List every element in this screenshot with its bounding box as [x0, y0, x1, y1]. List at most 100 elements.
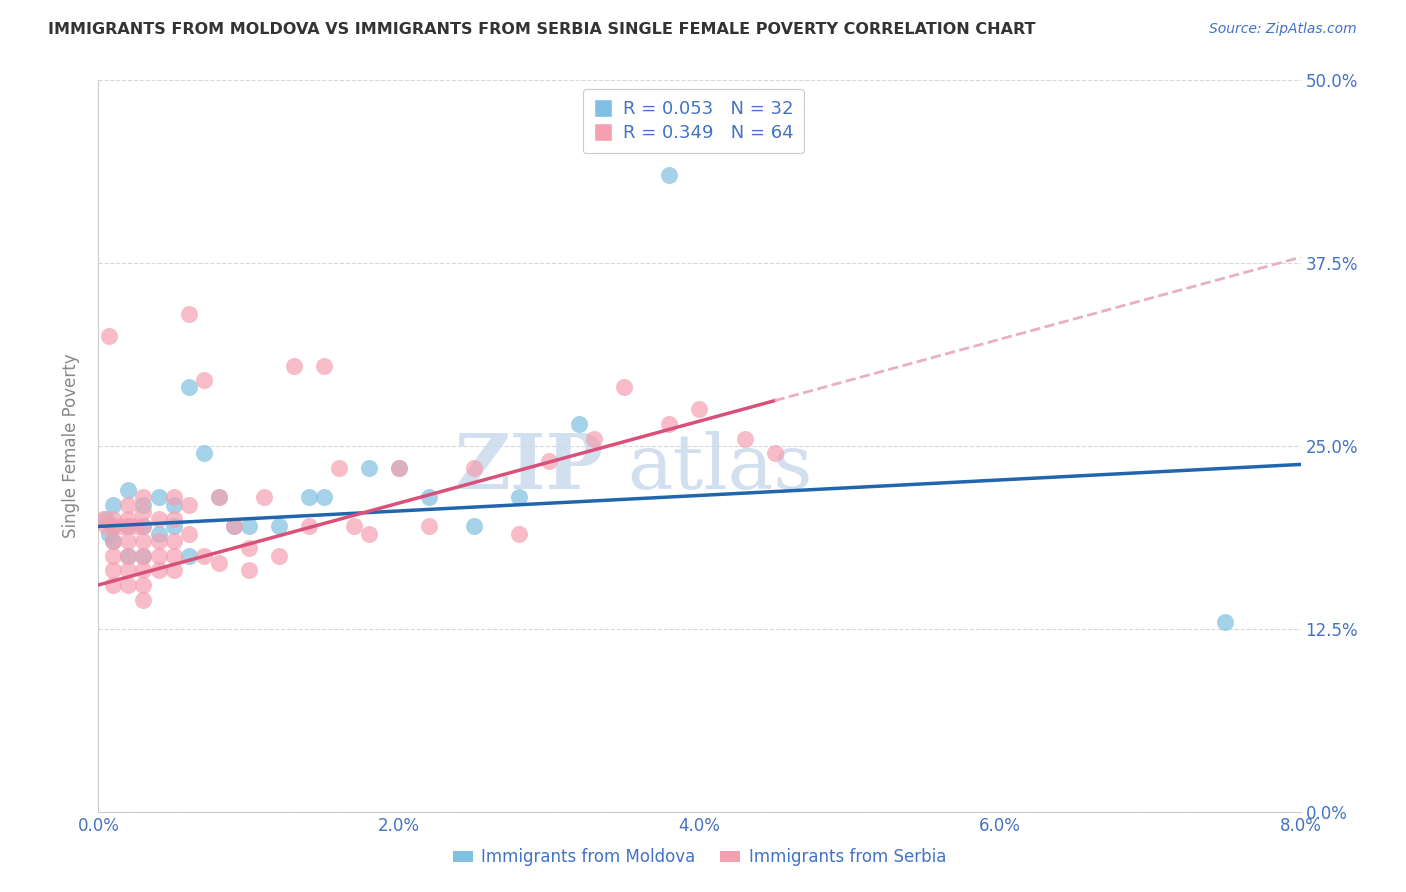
Text: atlas: atlas: [627, 431, 813, 505]
Point: [91, 512, 114, 526]
Point: [117, 519, 139, 533]
Point: [162, 534, 184, 549]
Point: [357, 526, 380, 541]
Point: [103, 519, 125, 533]
Point: [117, 483, 139, 497]
Point: [132, 505, 155, 519]
Point: [132, 578, 155, 592]
Point: [613, 380, 636, 394]
Point: [298, 490, 321, 504]
Point: [117, 512, 139, 526]
Point: [148, 512, 170, 526]
Point: [103, 549, 125, 563]
Point: [658, 417, 681, 431]
Point: [162, 498, 184, 512]
Point: [117, 563, 139, 577]
Point: [103, 563, 125, 577]
Legend: Immigrants from Moldova, Immigrants from Serbia: Immigrants from Moldova, Immigrants from…: [446, 841, 953, 873]
Point: [222, 519, 245, 533]
Point: [283, 359, 305, 373]
Point: [103, 578, 125, 592]
Point: [148, 526, 170, 541]
Point: [177, 549, 200, 563]
Point: [388, 461, 411, 475]
Point: [177, 307, 200, 321]
Point: [132, 549, 155, 563]
Point: [148, 534, 170, 549]
Point: [103, 534, 125, 549]
Point: [103, 512, 125, 526]
Point: [117, 519, 139, 533]
Point: [162, 512, 184, 526]
Point: [148, 563, 170, 577]
Point: [132, 490, 155, 504]
Point: [94, 519, 117, 533]
Point: [177, 380, 200, 394]
Point: [238, 563, 260, 577]
Point: [132, 563, 155, 577]
Point: [193, 549, 215, 563]
Point: [103, 498, 125, 512]
Point: [658, 169, 681, 183]
Point: [734, 432, 756, 446]
Point: [238, 541, 260, 556]
Point: [117, 549, 139, 563]
Point: [103, 534, 125, 549]
Point: [418, 519, 440, 533]
Point: [312, 359, 335, 373]
Point: [97, 526, 120, 541]
Point: [193, 446, 215, 460]
Point: [463, 519, 485, 533]
Point: [132, 519, 155, 533]
Point: [328, 461, 350, 475]
Point: [148, 549, 170, 563]
Point: [312, 490, 335, 504]
Point: [97, 329, 120, 343]
Point: [267, 519, 290, 533]
Point: [117, 549, 139, 563]
Point: [208, 490, 231, 504]
Point: [508, 490, 530, 504]
Y-axis label: Single Female Poverty: Single Female Poverty: [62, 354, 80, 538]
Point: [162, 563, 184, 577]
Point: [388, 461, 411, 475]
Point: [162, 549, 184, 563]
Point: [132, 498, 155, 512]
Point: [568, 417, 591, 431]
Point: [222, 519, 245, 533]
Point: [1215, 615, 1237, 629]
Point: [132, 519, 155, 533]
Point: [117, 498, 139, 512]
Point: [94, 512, 117, 526]
Point: [253, 490, 276, 504]
Text: ZIP: ZIP: [454, 431, 603, 505]
Point: [508, 526, 530, 541]
Point: [162, 519, 184, 533]
Point: [538, 453, 561, 467]
Point: [418, 490, 440, 504]
Point: [132, 534, 155, 549]
Point: [238, 519, 260, 533]
Point: [132, 592, 155, 607]
Point: [193, 373, 215, 387]
Point: [132, 549, 155, 563]
Point: [177, 498, 200, 512]
Point: [110, 519, 132, 533]
Point: [208, 556, 231, 570]
Point: [125, 519, 148, 533]
Point: [148, 490, 170, 504]
Point: [103, 519, 125, 533]
Text: Source: ZipAtlas.com: Source: ZipAtlas.com: [1209, 22, 1357, 37]
Point: [357, 461, 380, 475]
Point: [583, 432, 606, 446]
Point: [117, 534, 139, 549]
Point: [343, 519, 366, 533]
Point: [162, 490, 184, 504]
Point: [689, 402, 711, 417]
Point: [763, 446, 786, 460]
Point: [208, 490, 231, 504]
Text: IMMIGRANTS FROM MOLDOVA VS IMMIGRANTS FROM SERBIA SINGLE FEMALE POVERTY CORRELAT: IMMIGRANTS FROM MOLDOVA VS IMMIGRANTS FR…: [48, 22, 1035, 37]
Point: [298, 519, 321, 533]
Point: [177, 526, 200, 541]
Point: [117, 578, 139, 592]
